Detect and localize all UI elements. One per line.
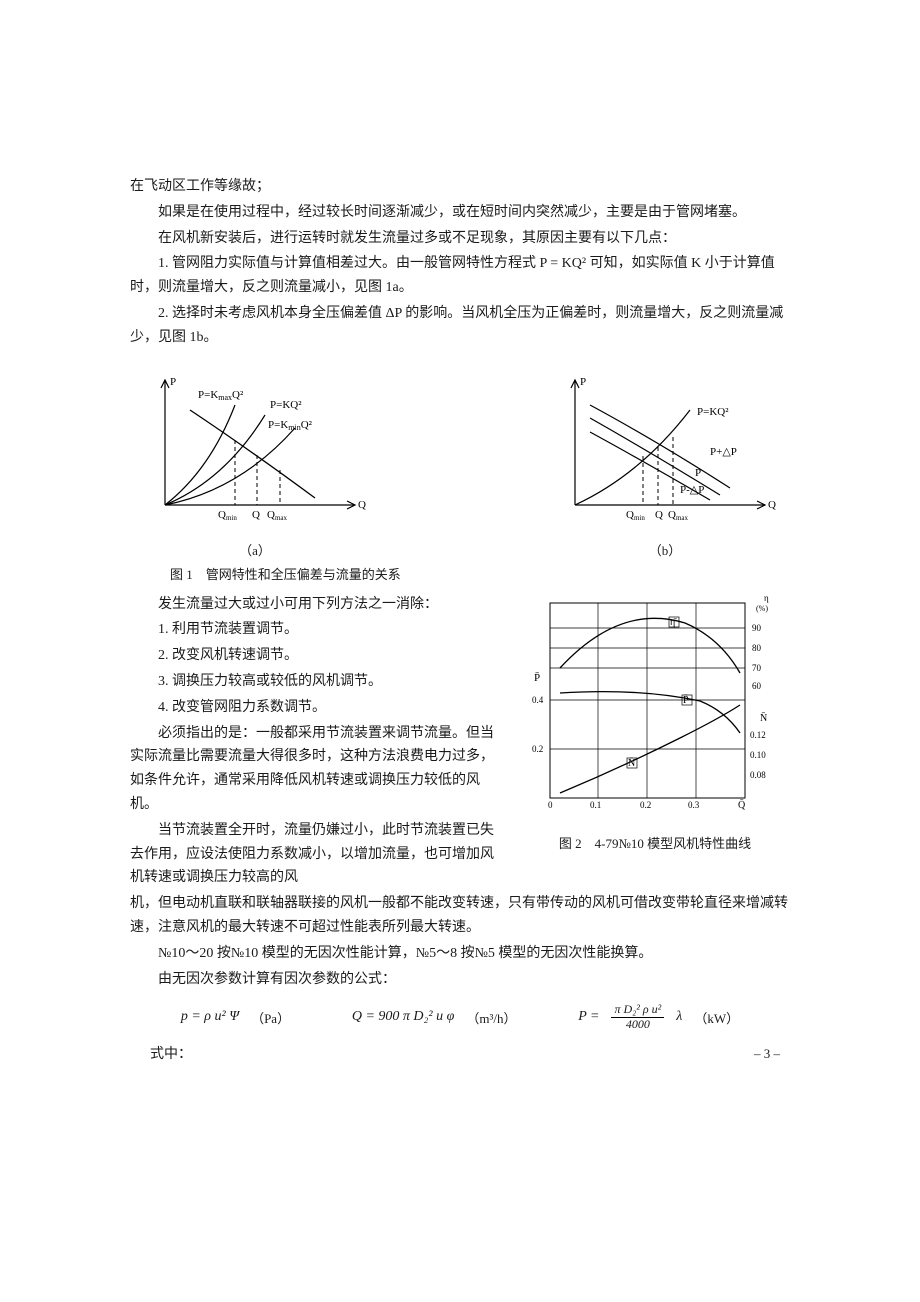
tick-label: 0 [548, 800, 553, 810]
curve-label: P=KmaxQ² [198, 389, 244, 402]
two-column-section: 发生流量过大或过小可用下列方法之一消除： 1. 利用节流装置调节。 2. 改变风… [130, 593, 790, 893]
formula-unit: （kW） [694, 1008, 739, 1027]
figure-sublabel: （a） [130, 540, 380, 559]
paragraph: 1. 管网阻力实际值与计算值相差过大。由一般管网特性方程式 P = KQ² 可知… [130, 252, 790, 300]
axis-label: (%) [756, 604, 768, 613]
axis-label: P [580, 376, 586, 388]
tick-label: 80 [752, 643, 762, 653]
curve-label: η̄ [670, 617, 677, 628]
paragraph: 2. 改变风机转速调节。 [130, 644, 505, 668]
tick-label: 0.08 [750, 770, 766, 780]
paragraph: 1. 利用节流装置调节。 [130, 618, 505, 642]
paragraph: 由无因次参数计算有因次参数的公式： [130, 968, 790, 992]
figure-1-container: P Q P=KmaxQ² P=KQ² P=KminQ² Qmin Q Qmax … [130, 370, 790, 559]
formula-3: P = π D₂² ρ u² 4000 λ （kW） [578, 1003, 739, 1030]
paragraph: 4. 改变管网阻力系数调节。 [130, 696, 505, 720]
figure-1b-svg: P Q P=KQ² P+△P P P-△P Qmin Q Qmax [540, 370, 790, 530]
formula-expr: p = ρ u² Ψ [181, 1009, 239, 1025]
paragraph: 机，但电动机直联和联轴器联接的风机一般都不能改变转速，只有带传动的风机可借改变带… [130, 892, 790, 940]
fraction: π D₂² ρ u² 4000 [611, 1003, 664, 1030]
formula-1: p = ρ u² Ψ （Pa） [181, 1008, 290, 1027]
fraction-numerator: π D₂² ρ u² [611, 1003, 664, 1017]
formula-expr: Q = 900 π D₂² u φ [352, 1009, 455, 1025]
curve-label: P+△P [710, 446, 737, 458]
figure-2-svg: η̄ P̄ N̄ 0 0.1 0.2 0.3 Q̄ 0.2 0.4 P̄ η (… [520, 593, 790, 823]
tick-label: Qmin [218, 509, 237, 522]
axis-label: η [764, 593, 769, 603]
tick-label: 0.10 [750, 750, 766, 760]
figure-2-caption: 图 2 4-79№10 模型风机特性曲线 [520, 833, 790, 852]
tick-label: 0.2 [640, 800, 651, 810]
paragraph: 式中： [150, 1043, 790, 1067]
figure-1a-svg: P Q P=KmaxQ² P=KQ² P=KminQ² Qmin Q Qmax [130, 370, 380, 530]
curve-label: P̄ [683, 694, 689, 706]
tick-label: 0.2 [532, 744, 543, 754]
tick-label: Q [655, 509, 663, 521]
formula-prefix: P = [578, 1009, 599, 1025]
tick-label: Qmin [626, 509, 645, 522]
tick-label: 60 [752, 681, 762, 691]
curve-label: P=KminQ² [268, 419, 313, 432]
fraction-denominator: 4000 [623, 1018, 653, 1031]
axis-label: Q [358, 499, 366, 511]
figure-sublabel: （b） [540, 540, 790, 559]
curve-label: P=KQ² [270, 399, 302, 411]
axis-label: Q [768, 499, 776, 511]
tick-label: Q [252, 509, 260, 521]
figure-1a: P Q P=KmaxQ² P=KQ² P=KminQ² Qmin Q Qmax … [130, 370, 380, 559]
figure-1-caption: 图 1 管网特性和全压偏差与流量的关系 [170, 564, 790, 583]
formula-suffix: λ [676, 1009, 682, 1025]
formula-2: Q = 900 π D₂² u φ （m³/h） [352, 1008, 517, 1027]
tick-label: 0.4 [532, 695, 544, 705]
paragraph: 在飞动区工作等缘故； [130, 175, 790, 199]
paragraph: 必须指出的是：一般都采用节流装置来调节流量。但当实际流量比需要流量大得很多时，这… [130, 722, 505, 817]
curve-label: P=KQ² [697, 406, 729, 418]
curve-label: N̄ [628, 757, 635, 769]
axis-label: N̄ [760, 712, 767, 724]
tick-label: 90 [752, 623, 762, 633]
tick-label: 0.1 [590, 800, 601, 810]
curve-label: P-△P [680, 484, 704, 496]
paragraph: 3. 调换压力较高或较低的风机调节。 [130, 670, 505, 694]
tick-label: 0.3 [688, 800, 700, 810]
axis-label: P̄ [534, 672, 540, 684]
curve-label: P [695, 467, 701, 479]
tick-label: Qmax [668, 509, 689, 522]
tick-label: 70 [752, 663, 762, 673]
page-number: – 3 – [754, 1046, 780, 1062]
formula-unit: （m³/h） [466, 1008, 516, 1027]
axis-label: P [170, 376, 176, 388]
axis-label: Q̄ [738, 799, 746, 811]
formula-row: p = ρ u² Ψ （Pa） Q = 900 π D₂² u φ （m³/h）… [150, 1003, 770, 1030]
paragraph: 如果是在使用过程中，经过较长时间逐渐减少，或在短时间内突然减少，主要是由于管网堵… [130, 201, 790, 225]
paragraph: №10～20 按№10 模型的无因次性能计算，№5～8 按№5 模型的无因次性能… [130, 942, 790, 966]
paragraph: 2. 选择时未考虑风机本身全压偏差值 ΔP 的影响。当风机全压为正偏差时，则流量… [130, 302, 790, 350]
paragraph: 在风机新安装后，进行运转时就发生流量过多或不足现象，其原因主要有以下几点： [130, 227, 790, 251]
tick-label: 0.12 [750, 730, 766, 740]
paragraph: 当节流装置全开时，流量仍嫌过小，此时节流装置已失去作用，应设法使阻力系数减小，以… [130, 819, 505, 890]
tick-label: Qmax [267, 509, 288, 522]
paragraph: 发生流量过大或过小可用下列方法之一消除： [130, 593, 505, 617]
formula-unit: （Pa） [251, 1008, 290, 1027]
figure-1b: P Q P=KQ² P+△P P P-△P Qmin Q Qmax （b） [540, 370, 790, 559]
